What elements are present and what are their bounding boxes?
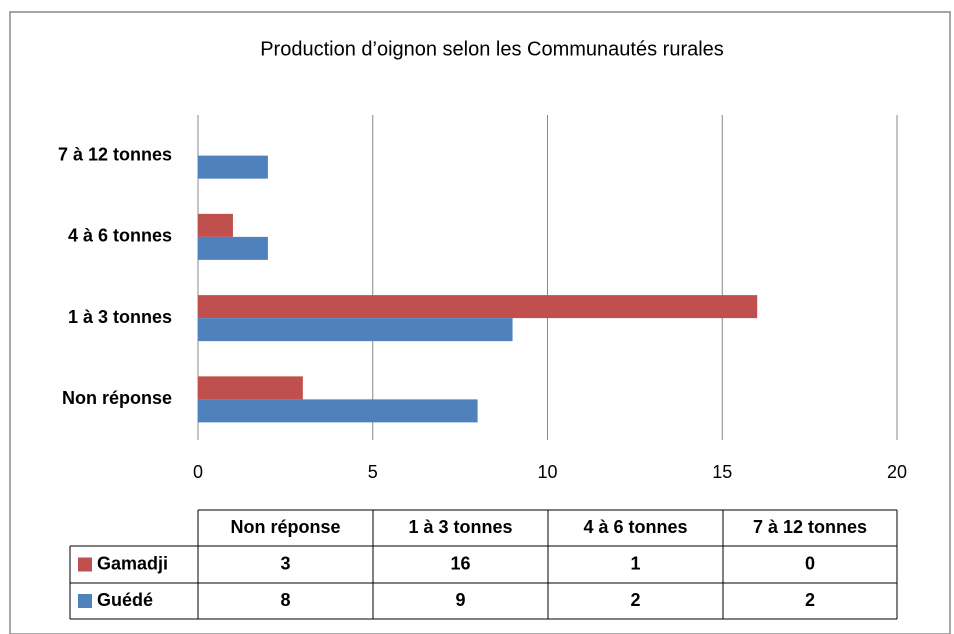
y-tick-label: 1 à 3 tonnes: [68, 307, 172, 327]
table-value: 9: [455, 590, 465, 610]
table-value: 0: [805, 553, 815, 573]
x-tick-label: 0: [193, 462, 203, 482]
x-tick-label: 20: [887, 462, 907, 482]
table-header: 7 à 12 tonnes: [753, 517, 867, 537]
bar: [198, 399, 478, 423]
table-value: 8: [280, 590, 290, 610]
bar: [198, 213, 233, 237]
table-value: 1: [630, 553, 640, 573]
x-tick-label: 10: [537, 462, 557, 482]
legend-swatch: [78, 594, 92, 608]
x-tick-label: 15: [712, 462, 732, 482]
bar: [198, 155, 268, 179]
bar: [198, 295, 758, 319]
table-header: Non réponse: [230, 517, 340, 537]
bar: [198, 376, 303, 400]
y-tick-label: 7 à 12 tonnes: [58, 144, 172, 164]
bar: [198, 236, 268, 260]
legend-swatch: [78, 557, 92, 572]
legend-label: Guédé: [97, 590, 153, 610]
bar: [198, 318, 513, 342]
legend-label: Gamadji: [97, 553, 168, 573]
x-tick-label: 5: [368, 462, 378, 482]
table-header: 1 à 3 tonnes: [408, 517, 512, 537]
chart-title: Production d’oignon selon les Communauté…: [260, 38, 724, 60]
y-tick-label: 4 à 6 tonnes: [68, 226, 172, 246]
y-tick-label: Non réponse: [62, 388, 172, 408]
table-header: 4 à 6 tonnes: [583, 517, 687, 537]
table-value: 2: [805, 590, 815, 610]
table-value: 2: [630, 590, 640, 610]
table-value: 16: [450, 553, 470, 573]
table-value: 3: [280, 553, 290, 573]
